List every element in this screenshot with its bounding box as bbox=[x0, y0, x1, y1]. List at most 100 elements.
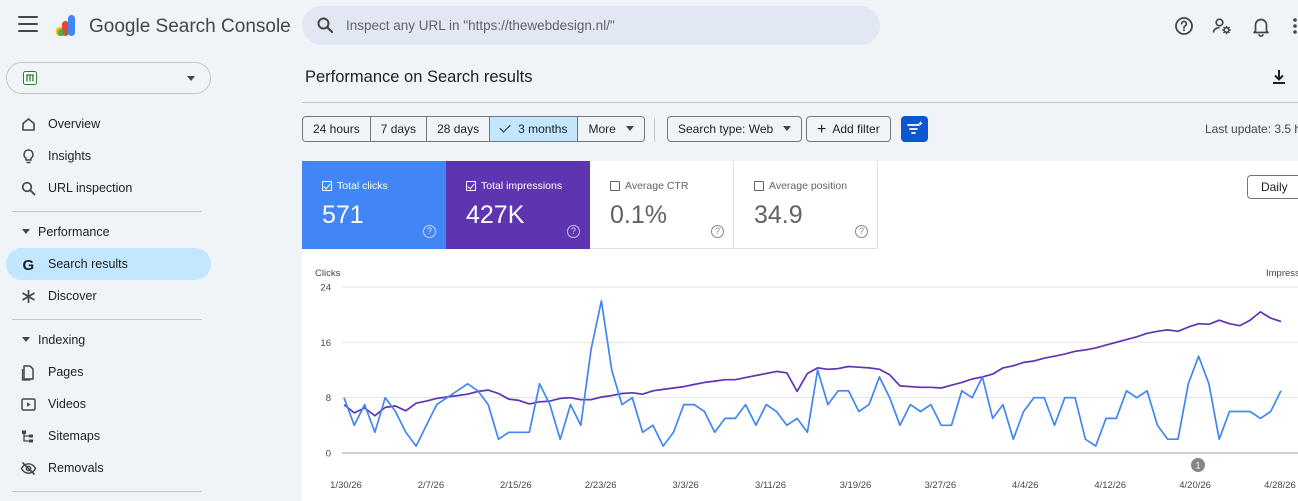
metric-card-strip bbox=[878, 161, 1298, 249]
property-selector[interactable] bbox=[6, 62, 211, 94]
product-name[interactable]: Google Search Console bbox=[89, 16, 291, 37]
chevron-down-icon bbox=[187, 76, 195, 81]
y-tick-label: 16 bbox=[320, 338, 331, 349]
help-icon[interactable]: ? bbox=[423, 225, 436, 238]
annotation-label: 1 bbox=[1195, 461, 1200, 471]
sidebar-divider bbox=[12, 319, 202, 320]
sidebar-item-url-inspection[interactable]: URL inspection bbox=[6, 172, 211, 204]
sidebar-item-label: Search results bbox=[48, 257, 128, 271]
sidebar-item-label: Overview bbox=[48, 117, 101, 131]
toolbar-divider bbox=[654, 118, 655, 142]
sidebar-section-performance[interactable]: Performance bbox=[22, 225, 110, 239]
sidebar-item-label: Sitemaps bbox=[48, 429, 101, 443]
x-tick-label: 4/4/26 bbox=[1012, 480, 1038, 491]
range-28-days-button[interactable]: 28 days bbox=[427, 117, 491, 141]
download-icon[interactable] bbox=[1270, 68, 1288, 86]
sidebar-item-label: Videos bbox=[48, 397, 86, 411]
more-label: More bbox=[588, 122, 616, 136]
sidebar-item-videos[interactable]: Videos bbox=[6, 388, 211, 420]
sidebar-item-discover[interactable]: Discover bbox=[6, 280, 211, 312]
search-type-filter[interactable]: Search type: Web bbox=[667, 116, 803, 142]
sidebar-item-sitemaps[interactable]: Sitemaps bbox=[6, 420, 211, 452]
pages-icon bbox=[21, 365, 34, 381]
svg-text:G: G bbox=[23, 257, 35, 273]
metric-value: 571 bbox=[322, 201, 364, 229]
sidebar-item-label: URL inspection bbox=[48, 181, 133, 195]
help-icon[interactable] bbox=[1173, 15, 1195, 37]
help-icon[interactable]: ? bbox=[711, 225, 724, 238]
y-tick-label: 8 bbox=[326, 393, 331, 404]
range-label: 3 months bbox=[518, 122, 568, 136]
manage-accounts-icon[interactable] bbox=[1211, 15, 1233, 37]
x-tick-label: 2/23/26 bbox=[585, 480, 617, 491]
metric-label: Total impressions bbox=[481, 180, 563, 192]
add-filter-button[interactable]: + Add filter bbox=[806, 116, 891, 142]
sitemap-icon bbox=[22, 430, 33, 443]
x-tick-label: 4/28/26 bbox=[1264, 480, 1296, 491]
range-7-days-button[interactable]: 7 days bbox=[370, 117, 428, 141]
check-icon bbox=[499, 121, 511, 133]
metric-card-average-ctr[interactable]: Average CTR 0.1% ? bbox=[590, 161, 734, 249]
metric-card-total-impressions[interactable]: Total impressions 427K ? bbox=[446, 161, 590, 249]
granularity-dropdown[interactable]: Daily bbox=[1247, 175, 1298, 199]
videos-icon bbox=[21, 398, 36, 411]
x-tick-label: 4/20/26 bbox=[1179, 480, 1211, 491]
menu-icon[interactable] bbox=[18, 16, 38, 32]
sidebar-divider bbox=[12, 491, 202, 492]
sidebar-item-search-results[interactable]: G Search results bbox=[6, 248, 211, 280]
impressions-series-line bbox=[343, 311, 1282, 417]
chevron-down-icon bbox=[783, 126, 792, 131]
range-more-button[interactable]: More bbox=[578, 117, 644, 141]
bell-icon[interactable] bbox=[1250, 15, 1272, 37]
help-icon[interactable]: ? bbox=[855, 225, 868, 238]
x-tick-label: 3/3/26 bbox=[672, 480, 698, 491]
sidebar-item-label: Discover bbox=[48, 289, 97, 303]
range-24-hours-button[interactable]: 24 hours bbox=[303, 117, 371, 141]
sidebar-item-removals[interactable]: Removals bbox=[6, 452, 211, 484]
sidebar-item-pages[interactable]: Pages bbox=[6, 356, 211, 388]
metric-card-total-clicks[interactable]: Total clicks 571 ? bbox=[302, 161, 446, 249]
page-title: Performance on Search results bbox=[305, 68, 533, 86]
header-divider bbox=[302, 102, 1298, 103]
asterisk-icon bbox=[22, 290, 35, 303]
sidebar-item-label: Pages bbox=[48, 365, 84, 379]
filter-settings-button[interactable] bbox=[901, 116, 928, 142]
more-vert-icon[interactable] bbox=[1284, 15, 1298, 37]
x-tick-label: 3/11/26 bbox=[755, 480, 786, 491]
checkbox-unchecked-icon[interactable] bbox=[754, 181, 764, 191]
property-favicon-icon bbox=[23, 71, 37, 85]
annotation-marker bbox=[1191, 458, 1205, 472]
left-axis-title: Clicks bbox=[315, 268, 341, 279]
metric-label: Average CTR bbox=[625, 180, 689, 192]
plus-icon: + bbox=[817, 121, 827, 138]
section-heading: Performance bbox=[38, 225, 110, 239]
help-icon[interactable]: ? bbox=[567, 225, 580, 238]
x-tick-label: 4/12/26 bbox=[1094, 480, 1126, 491]
x-tick-label: 2/15/26 bbox=[500, 480, 532, 491]
search-input[interactable] bbox=[346, 6, 866, 45]
range-3-months-button[interactable]: 3 months bbox=[490, 117, 579, 141]
metric-card-average-position[interactable]: Average position 34.9 ? bbox=[734, 161, 878, 249]
x-tick-label: 3/27/26 bbox=[925, 480, 957, 491]
metric-value: 0.1% bbox=[610, 201, 667, 229]
date-range-selector: 24 hours 7 days 28 days 3 months More bbox=[302, 116, 645, 142]
performance-chart[interactable]: Clicks Impress 24 16 8 0 1/30/26 2/7/26 2/15/26 2… bbox=[302, 249, 1298, 501]
clicks-series-line bbox=[343, 299, 1282, 447]
lightbulb-icon bbox=[23, 149, 34, 164]
collapse-triangle-icon bbox=[22, 337, 30, 342]
section-heading: Indexing bbox=[38, 333, 86, 347]
sidebar-section-indexing[interactable]: Indexing bbox=[22, 333, 85, 347]
metric-value: 427K bbox=[466, 201, 525, 229]
sidebar-item-overview[interactable]: Overview bbox=[6, 108, 211, 140]
checkbox-checked-icon[interactable] bbox=[322, 181, 332, 191]
checkbox-unchecked-icon[interactable] bbox=[610, 181, 620, 191]
y-tick-label: 0 bbox=[326, 449, 331, 460]
visibility-off-icon bbox=[20, 461, 37, 476]
url-inspection-search[interactable] bbox=[302, 6, 880, 45]
performance-chart-svg[interactable]: Clicks Impress 24 16 8 0 1/30/26 2/7/26 2/15/26 2… bbox=[302, 249, 1298, 501]
collapse-triangle-icon bbox=[22, 229, 30, 234]
search-icon bbox=[317, 17, 334, 34]
checkbox-checked-icon[interactable] bbox=[466, 181, 476, 191]
search-icon bbox=[21, 181, 36, 196]
sidebar-item-insights[interactable]: Insights bbox=[6, 140, 211, 172]
